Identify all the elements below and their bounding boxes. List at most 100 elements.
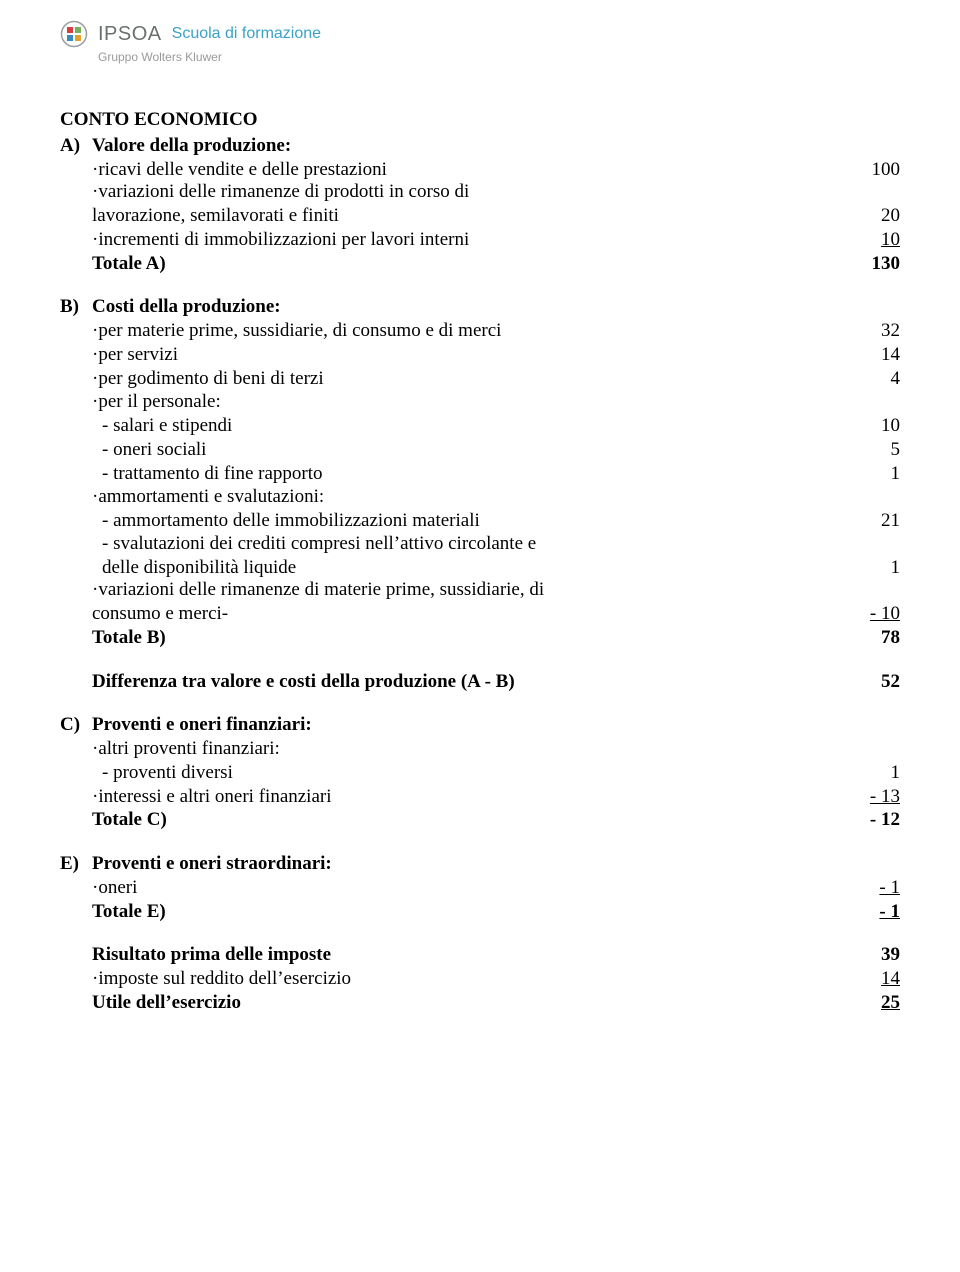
section-e-heading-row: E) Proventi e oneri straordinari: xyxy=(60,852,900,876)
b-amm-imm-value: 21 xyxy=(840,509,900,533)
brand-logo-icon xyxy=(60,20,88,48)
a-variazioni-value: 20 xyxy=(840,204,900,228)
b-var-value: - 10 xyxy=(840,602,900,626)
b-sval-row2: delle disponibilità liquide 1 xyxy=(60,556,900,580)
b-salari-row: - salari e stipendi 10 xyxy=(60,414,900,438)
section-e-heading: Proventi e oneri straordinari: xyxy=(92,852,840,876)
c-proventi-label: - proventi diversi xyxy=(92,761,840,785)
result-imposte-row: ·imposte sul reddito dell’esercizio 14 xyxy=(60,967,900,991)
a-ricavi-label: ·ricavi delle vendite e delle prestazion… xyxy=(92,158,840,182)
b-totale-label: Totale B) xyxy=(92,626,840,650)
section-e-letter: E) xyxy=(60,852,92,876)
b-personale-label: ·per il personale: xyxy=(92,390,840,414)
section-a-heading: Valore della produzione: xyxy=(92,134,840,158)
b-godimento-label: ·per godimento di beni di terzi xyxy=(92,367,840,391)
b-oneri-value: 5 xyxy=(840,438,900,462)
section-c-heading: Proventi e oneri finanziari: xyxy=(92,713,840,737)
c-interessi-label: ·interessi e altri oneri finanziari xyxy=(92,785,840,809)
b-servizi-label: ·per servizi xyxy=(92,343,840,367)
b-var-line1: ·variazioni delle rimanenze di materie p… xyxy=(92,579,840,602)
b-totale-row: Totale B) 78 xyxy=(60,626,900,650)
a-variazioni-row1: ·variazioni delle rimanenze di prodotti … xyxy=(60,181,900,204)
section-a-letter: A) xyxy=(60,134,92,158)
b-godimento-value: 4 xyxy=(840,367,900,391)
document-body: CONTO ECONOMICO A) Valore della produzio… xyxy=(60,108,900,1015)
b-var-row2: consumo e merci- - 10 xyxy=(60,602,900,626)
section-c-letter: C) xyxy=(60,713,92,737)
b-oneri-label: - oneri sociali xyxy=(92,438,840,462)
brand-tagline: Scuola di formazione xyxy=(172,25,321,43)
b-amm-label: ·ammortamenti e svalutazioni: xyxy=(92,485,840,509)
result-pre-label: Risultato prima delle imposte xyxy=(92,943,840,967)
e-totale-row: Totale E) - 1 xyxy=(60,900,900,924)
b-amm-row: ·ammortamenti e svalutazioni: xyxy=(60,485,900,509)
c-interessi-row: ·interessi e altri oneri finanziari - 13 xyxy=(60,785,900,809)
b-materie-value: 32 xyxy=(840,319,900,343)
result-utile-row: Utile dell’esercizio 25 xyxy=(60,991,900,1015)
b-amm-imm-row: - ammortamento delle immobilizzazioni ma… xyxy=(60,509,900,533)
c-interessi-value: - 13 xyxy=(840,785,900,809)
b-tfr-label: - trattamento di fine rapporto xyxy=(92,462,840,486)
result-pre-value: 39 xyxy=(840,943,900,967)
b-materie-row: ·per materie prime, sussidiarie, di cons… xyxy=(60,319,900,343)
b-sval-value: 1 xyxy=(840,556,900,580)
e-oneri-row: ·oneri - 1 xyxy=(60,876,900,900)
diff-label: Differenza tra valore e costi della prod… xyxy=(92,670,840,694)
e-oneri-label: ·oneri xyxy=(92,876,840,900)
section-c-heading-row: C) Proventi e oneri finanziari: xyxy=(60,713,900,737)
a-variazioni-row2: lavorazione, semilavorati e finiti 20 xyxy=(60,204,900,228)
c-totale-row: Totale C) - 12 xyxy=(60,808,900,832)
c-proventi-value: 1 xyxy=(840,761,900,785)
a-variazioni-line1: ·variazioni delle rimanenze di prodotti … xyxy=(92,181,840,204)
a-incrementi-value: 10 xyxy=(840,228,900,252)
b-oneri-row: - oneri sociali 5 xyxy=(60,438,900,462)
a-totale-row: Totale A) 130 xyxy=(60,252,900,276)
diff-value: 52 xyxy=(840,670,900,694)
b-materie-label: ·per materie prime, sussidiarie, di cons… xyxy=(92,319,840,343)
a-incrementi-label: ·incrementi di immobilizzazioni per lavo… xyxy=(92,228,840,252)
b-salari-value: 10 xyxy=(840,414,900,438)
brand-group: Gruppo Wolters Kluwer xyxy=(98,50,900,64)
brand-header: IPSOA Scuola di formazione Gruppo Wolter… xyxy=(60,20,900,64)
b-amm-imm-label: - ammortamento delle immobilizzazioni ma… xyxy=(92,509,840,533)
b-totale-value: 78 xyxy=(840,626,900,650)
c-proventi-row: - proventi diversi 1 xyxy=(60,761,900,785)
b-salari-label: - salari e stipendi xyxy=(92,414,840,438)
b-tfr-value: 1 xyxy=(840,462,900,486)
brand-name: IPSOA xyxy=(98,23,162,46)
e-totale-label: Totale E) xyxy=(92,900,840,924)
b-servizi-value: 14 xyxy=(840,343,900,367)
section-a-heading-row: A) Valore della produzione: xyxy=(60,134,900,158)
b-sval-line1: - svalutazioni dei crediti compresi nell… xyxy=(92,533,840,556)
result-imposte-value: 14 xyxy=(840,967,900,991)
section-b-heading-row: B) Costi della produzione: xyxy=(60,295,900,319)
brand-row: IPSOA Scuola di formazione xyxy=(60,20,900,48)
section-b-heading: Costi della produzione: xyxy=(92,295,840,319)
a-totale-label: Totale A) xyxy=(92,252,840,276)
b-sval-line2: delle disponibilità liquide xyxy=(92,556,840,580)
result-utile-value: 25 xyxy=(840,991,900,1015)
a-variazioni-line2: lavorazione, semilavorati e finiti xyxy=(92,204,840,228)
b-godimento-row: ·per godimento di beni di terzi 4 xyxy=(60,367,900,391)
e-oneri-value: - 1 xyxy=(840,876,900,900)
b-servizi-row: ·per servizi 14 xyxy=(60,343,900,367)
result-pre-row: Risultato prima delle imposte 39 xyxy=(60,943,900,967)
a-ricavi-row: ·ricavi delle vendite e delle prestazion… xyxy=(60,158,900,182)
b-sval-row1: - svalutazioni dei crediti compresi nell… xyxy=(60,533,900,556)
diff-row: Differenza tra valore e costi della prod… xyxy=(60,670,900,694)
e-totale-value: - 1 xyxy=(840,900,900,924)
b-var-line2: consumo e merci- xyxy=(92,602,840,626)
c-altri-label: ·altri proventi finanziari: xyxy=(92,737,840,761)
result-utile-label: Utile dell’esercizio xyxy=(92,991,840,1015)
doc-title: CONTO ECONOMICO xyxy=(60,108,900,132)
c-totale-label: Totale C) xyxy=(92,808,840,832)
a-incrementi-row: ·incrementi di immobilizzazioni per lavo… xyxy=(60,228,900,252)
section-b-letter: B) xyxy=(60,295,92,319)
a-totale-value: 130 xyxy=(840,252,900,276)
b-tfr-row: - trattamento di fine rapporto 1 xyxy=(60,462,900,486)
page: IPSOA Scuola di formazione Gruppo Wolter… xyxy=(0,0,960,1055)
b-personale-row: ·per il personale: xyxy=(60,390,900,414)
c-altri-row: ·altri proventi finanziari: xyxy=(60,737,900,761)
b-var-row1: ·variazioni delle rimanenze di materie p… xyxy=(60,579,900,602)
result-imposte-label: ·imposte sul reddito dell’esercizio xyxy=(92,967,840,991)
